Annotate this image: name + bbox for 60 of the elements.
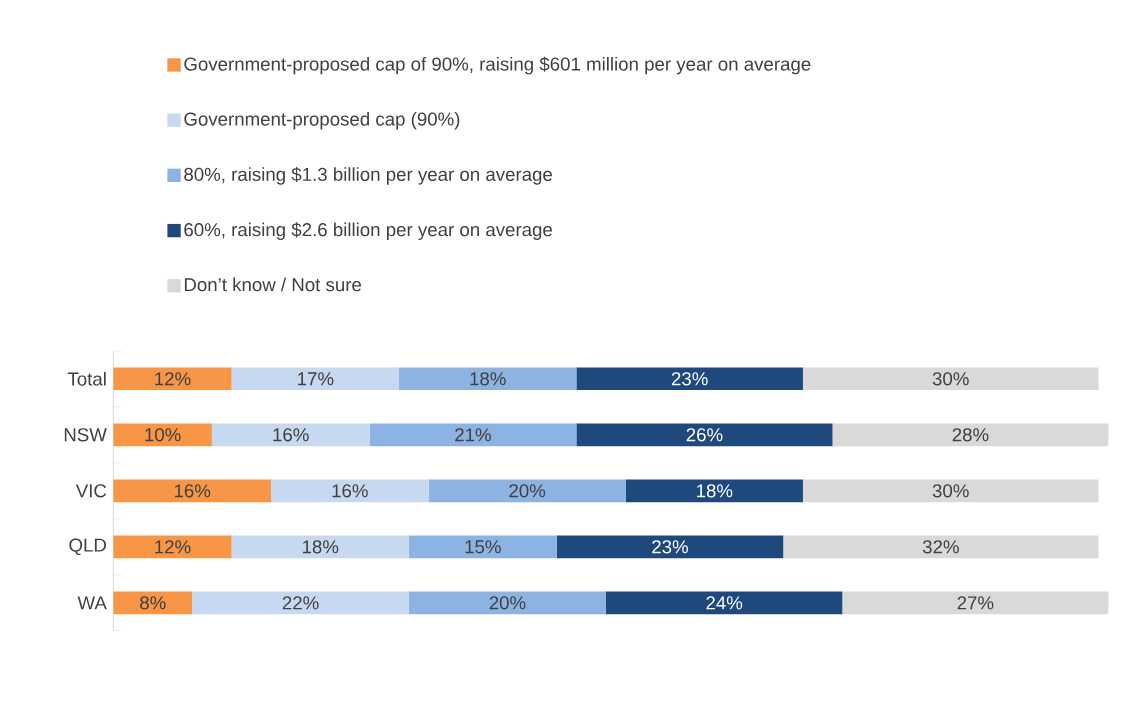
y-tick-label: Total [67,371,106,386]
bar [399,367,577,391]
data-label: 8% [140,596,166,610]
data-label: 21% [455,428,491,442]
data-label: 17% [298,372,334,386]
data-label: 16% [332,484,368,498]
y-tick-label: VIC [75,484,107,498]
bar [231,367,400,391]
bar [113,367,232,391]
bar [113,591,193,615]
legend-label: Don’t know / Not sure [184,277,362,292]
legend-label: 60%, raising $2.6 billion per year on average [184,222,552,240]
data-label: 26% [686,428,723,442]
data-label: 12% [155,540,191,554]
bar [605,591,843,615]
bar [556,535,784,559]
data-label: 18% [470,372,506,386]
bar [576,423,833,447]
legend-label: Government-proposed cap of 90%, raising $601 million per year on average [184,56,811,75]
data-label: 18% [302,540,339,554]
data-label: 22% [282,596,319,610]
data-label: 27% [957,596,994,610]
y-tick-label: NSW [64,428,107,442]
data-label: 23% [671,372,708,386]
bar [625,479,803,503]
bar [428,479,626,503]
bar [842,591,1109,615]
bar [192,591,409,615]
bar [211,423,370,447]
data-label: 20% [489,596,526,610]
bar [231,535,409,559]
legend-label: Government-proposed cap (90%) [184,111,460,130]
bar [113,479,271,503]
bar [408,591,606,615]
data-label: 23% [652,540,688,554]
data-label: 28% [952,428,989,442]
data-label: 12% [155,372,191,386]
data-label: 30% [932,484,969,498]
bar [270,479,429,503]
y-tick-label: WA [77,596,107,610]
data-label: 18% [697,484,733,498]
bar [408,535,557,559]
bar [783,535,1099,559]
bar [832,423,1109,447]
data-label: 24% [706,596,743,610]
bar [802,367,1099,391]
bar [113,535,232,559]
y-tick-label: QLD [69,538,106,556]
data-label: 16% [174,484,211,498]
bar [369,423,577,447]
data-label: 30% [932,372,969,386]
data-label: 20% [509,484,546,498]
data-label: 16% [273,428,309,442]
bar [576,367,803,391]
bar [802,479,1099,503]
bar [113,423,212,447]
data-label: 15% [465,540,501,554]
legend-label: 80%, raising $1.3 billion per year on average [184,166,552,185]
data-label: 32% [922,540,959,554]
data-label: 10% [145,428,181,442]
